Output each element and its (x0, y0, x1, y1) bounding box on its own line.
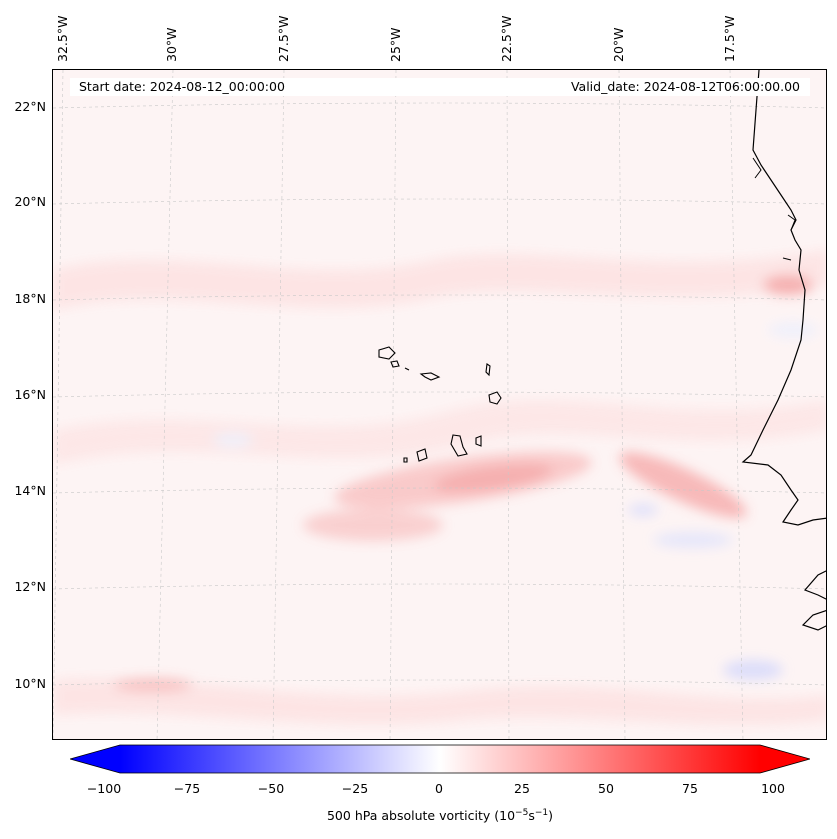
lat-tick-14n: 14°N (14, 483, 46, 498)
lat-tick-16n: 16°N (14, 387, 46, 402)
gridlines (53, 70, 826, 739)
negative-vorticity-min (628, 504, 658, 516)
island-maio (475, 435, 482, 447)
colorbar-outline (70, 744, 810, 774)
lon-tick-30w: 30°W (164, 27, 179, 62)
parallel-line (53, 583, 826, 590)
island-brava (403, 457, 408, 463)
lon-tick-22-5w: 22.5°W (499, 15, 514, 62)
meridian-line (156, 70, 174, 739)
meridian-line (272, 70, 285, 739)
island-santa-luzia (404, 367, 410, 371)
valid-date-label: Valid_date: 2024-08-12T06:00:00.00 (570, 79, 800, 94)
meridian-line (618, 70, 626, 739)
positive-vorticity-max (763, 275, 813, 295)
island-fogo (416, 448, 428, 462)
colorbar-tick-25: 25 (514, 781, 530, 796)
negative-vorticity-min (213, 433, 253, 447)
colorbar-tick-minus-50: −50 (257, 781, 285, 796)
colorbar-label-exponent: −1 (534, 808, 549, 818)
lat-tick-22n: 22°N (14, 99, 46, 114)
colorbar-right-arrow (760, 745, 810, 773)
parallel-line (53, 102, 826, 109)
lon-tick-32-5w: 32.5°W (55, 15, 70, 62)
parallel-line (53, 487, 826, 494)
vorticity-contours (53, 250, 826, 725)
lon-tick-20w: 20°W (611, 27, 626, 62)
colorbar-ramp (120, 745, 760, 773)
island-sao-nicolau (419, 372, 441, 381)
parallel-line (53, 391, 826, 398)
map-panel[interactable] (52, 69, 827, 740)
africa-coastline (741, 70, 826, 631)
positive-vorticity-max (619, 452, 747, 518)
colorbar-label-exponent: −5 (515, 808, 529, 818)
positive-vorticity-band (53, 400, 826, 465)
meridian-line (389, 70, 397, 739)
colorbar (70, 744, 810, 774)
negative-vorticity-min (723, 660, 783, 680)
island-sao-vicente (390, 360, 400, 368)
negative-vorticity-min (653, 532, 733, 548)
lon-tick-25w: 25°W (388, 27, 403, 62)
meridian-line (729, 70, 744, 739)
date-header-bar (70, 78, 810, 96)
positive-vorticity-max (113, 678, 193, 692)
lat-tick-12n: 12°N (14, 579, 46, 594)
colorbar-tick-minus-75: −75 (173, 781, 201, 796)
island-boa-vista (488, 391, 502, 405)
parallel-line (53, 198, 826, 205)
island-santiago (450, 434, 468, 457)
map-background (53, 70, 826, 739)
positive-vorticity-max (433, 463, 553, 493)
parallel-line (53, 679, 826, 686)
colorbar-label: 500 hPa absolute vorticity (10−5s−1) (326, 808, 553, 824)
meridian-line (506, 70, 510, 739)
colorbar-tick-50: 50 (598, 781, 614, 796)
lat-tick-20n: 20°N (14, 194, 46, 209)
colorbar-tick-100: 100 (761, 781, 785, 796)
positive-vorticity-max (303, 509, 443, 541)
colorbar-tick-0: 0 (435, 781, 443, 796)
positive-vorticity-band (53, 678, 826, 725)
positive-vorticity-band (53, 250, 826, 310)
vorticity-map (53, 70, 826, 739)
lat-tick-18n: 18°N (14, 291, 46, 306)
lon-tick-17-5w: 17.5°W (722, 15, 737, 62)
lon-tick-27-5w: 27.5°W (276, 15, 291, 62)
start-date-label: Start date: 2024-08-12_00:00:00 (79, 79, 285, 94)
coastline-islands (752, 157, 796, 261)
colorbar-tick-minus-25: −25 (341, 781, 369, 796)
colorbar-tick-minus-100: −100 (86, 781, 122, 796)
meridian-line (53, 70, 64, 739)
lat-tick-10n: 10°N (14, 676, 46, 691)
negative-vorticity-min (768, 322, 818, 338)
colorbar-left-arrow (70, 745, 120, 773)
island-santo-antao (378, 346, 396, 360)
island-sal (485, 363, 491, 377)
parallel-line (53, 294, 826, 301)
cape-verde-islands (378, 346, 502, 463)
colorbar-tick-75: 75 (682, 781, 698, 796)
